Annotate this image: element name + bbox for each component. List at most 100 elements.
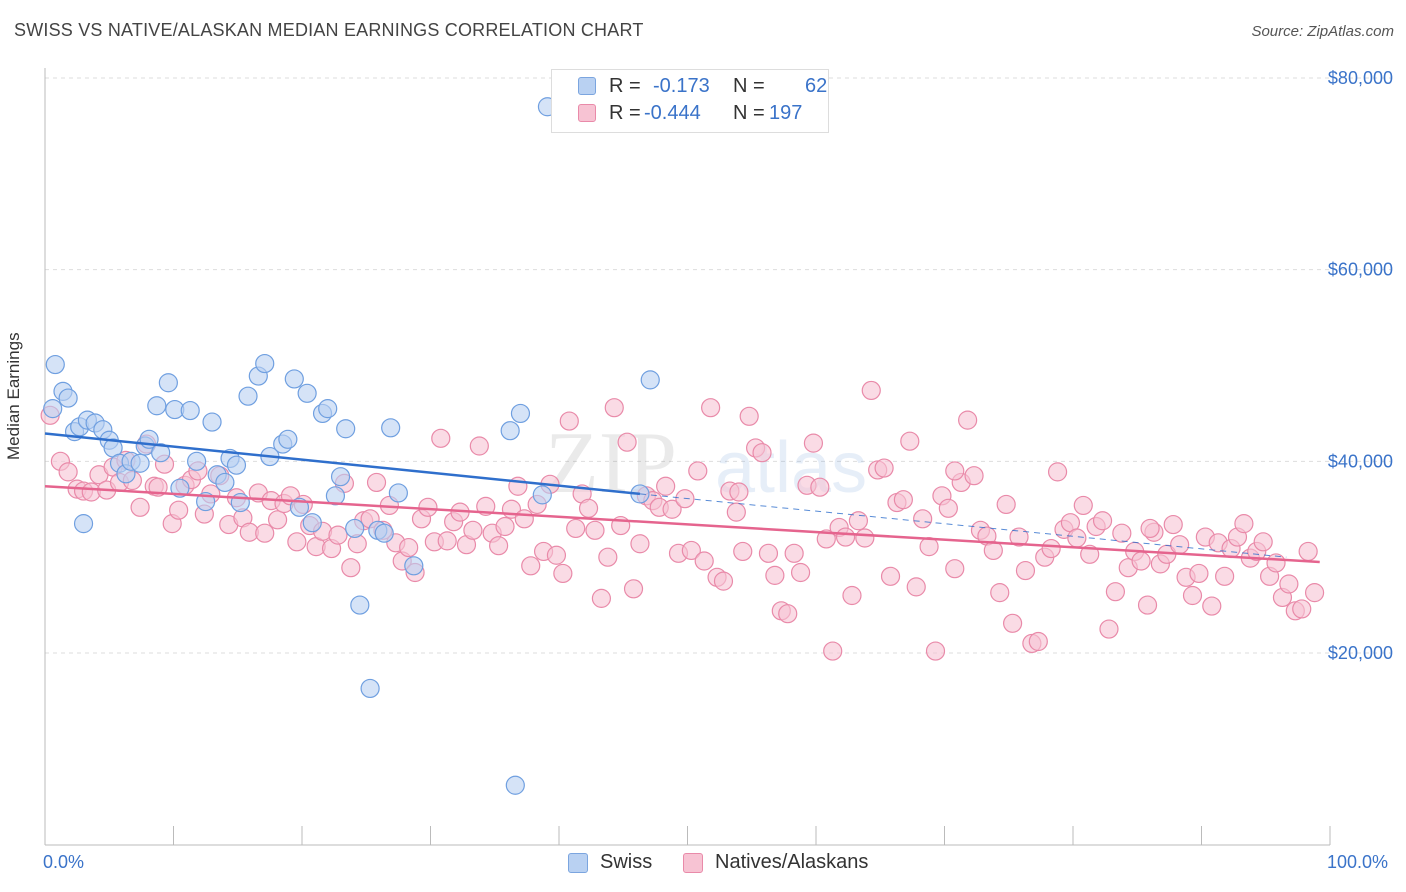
natives-point xyxy=(469,436,489,456)
y-tick-label: $40,000 xyxy=(1328,451,1393,471)
natives-point xyxy=(900,431,920,451)
natives-point xyxy=(1140,518,1160,539)
natives-point xyxy=(1015,560,1036,581)
y-tick-label: $60,000 xyxy=(1328,260,1393,280)
swiss-point xyxy=(238,386,258,406)
natives-point xyxy=(1298,541,1318,562)
watermark: ZIP atlas xyxy=(545,415,867,512)
natives-point xyxy=(848,511,869,531)
natives-point xyxy=(938,498,958,518)
natives-point xyxy=(623,579,644,599)
natives-point xyxy=(835,527,856,547)
natives-point xyxy=(566,518,586,539)
swiss-point xyxy=(215,472,235,493)
swiss-point xyxy=(318,399,338,419)
natives-point xyxy=(267,510,288,530)
natives-point xyxy=(130,497,150,517)
natives-point xyxy=(476,496,496,516)
swiss-point xyxy=(158,373,178,393)
swiss-point xyxy=(336,419,356,439)
natives-point xyxy=(341,558,361,578)
natives-point xyxy=(1009,527,1029,547)
natives-point xyxy=(437,531,457,551)
natives-point xyxy=(1092,511,1113,531)
natives-point xyxy=(778,604,798,624)
natives-point xyxy=(874,458,894,478)
legend-label-swiss: Swiss xyxy=(600,851,653,873)
swiss-point xyxy=(374,523,394,543)
trend-lines xyxy=(44,432,1320,564)
swiss-point xyxy=(297,383,317,403)
natives-point xyxy=(1163,514,1183,535)
swiss-trend-line xyxy=(44,432,641,496)
legend-swatch-natives xyxy=(683,853,703,873)
swiss-point xyxy=(500,421,520,441)
swiss-point xyxy=(388,483,408,503)
natives-point xyxy=(287,532,307,552)
x-tick-label-max: 100.0% xyxy=(1327,852,1389,872)
swiss-point xyxy=(45,354,65,375)
natives-point xyxy=(1137,595,1158,615)
natives-point xyxy=(521,556,541,576)
swiss-trend-extension xyxy=(639,493,1287,558)
natives-point xyxy=(1182,585,1203,606)
natives-point xyxy=(1279,574,1299,594)
natives-point xyxy=(1028,631,1048,652)
correlation-legend: R = -0.173 N = 62 R = -0.444 N = 197 xyxy=(551,69,829,133)
natives-point xyxy=(925,641,946,661)
natives-point xyxy=(1131,551,1151,571)
swiss-point xyxy=(330,467,351,487)
swiss-point xyxy=(170,478,190,498)
natives-point xyxy=(964,466,984,486)
natives-point xyxy=(617,432,637,452)
legend-r-label: R = xyxy=(609,75,641,97)
swiss-point xyxy=(284,369,304,389)
natives-point xyxy=(489,536,509,556)
swiss-point xyxy=(255,353,275,374)
legend-swatch-natives xyxy=(578,104,596,122)
natives-point xyxy=(803,433,824,453)
natives-point xyxy=(656,476,676,496)
x-tick-label-min: 0.0% xyxy=(43,852,85,872)
natives-point xyxy=(1170,535,1190,555)
natives-point xyxy=(1189,563,1209,584)
swiss-point xyxy=(226,455,247,475)
swiss-point xyxy=(130,453,150,473)
natives-point xyxy=(816,529,836,549)
natives-point xyxy=(495,516,515,537)
y-tick-label: $80,000 xyxy=(1328,68,1393,88)
natives-point xyxy=(553,563,573,584)
swiss-point xyxy=(151,443,171,463)
swiss-point xyxy=(510,403,531,424)
natives-point xyxy=(1041,538,1061,559)
natives-point xyxy=(893,490,913,510)
legend-r-label: R = xyxy=(609,102,641,124)
natives-point xyxy=(169,500,189,520)
natives-point xyxy=(861,380,881,401)
natives-point xyxy=(765,565,785,585)
gridlines xyxy=(45,77,1392,654)
natives-point xyxy=(1003,613,1023,633)
natives-point xyxy=(681,540,701,561)
natives-point xyxy=(842,585,862,606)
natives-point xyxy=(906,577,926,597)
swiss-point xyxy=(505,775,525,795)
natives-point xyxy=(823,641,843,661)
natives-point xyxy=(1105,582,1126,602)
natives-point xyxy=(1073,495,1093,516)
natives-point xyxy=(578,498,599,518)
swiss-point xyxy=(345,518,365,539)
natives-point xyxy=(739,406,759,426)
swiss-point xyxy=(381,418,401,438)
natives-point xyxy=(598,547,618,567)
natives-point xyxy=(945,559,965,579)
legend-n-label: N = xyxy=(733,75,765,97)
natives-point xyxy=(58,462,78,482)
natives-point xyxy=(1253,532,1273,552)
swiss-point xyxy=(180,400,200,421)
swiss-point xyxy=(147,396,167,416)
natives-trend-line xyxy=(44,485,1320,564)
natives-point xyxy=(418,497,438,517)
natives-point xyxy=(328,525,348,545)
